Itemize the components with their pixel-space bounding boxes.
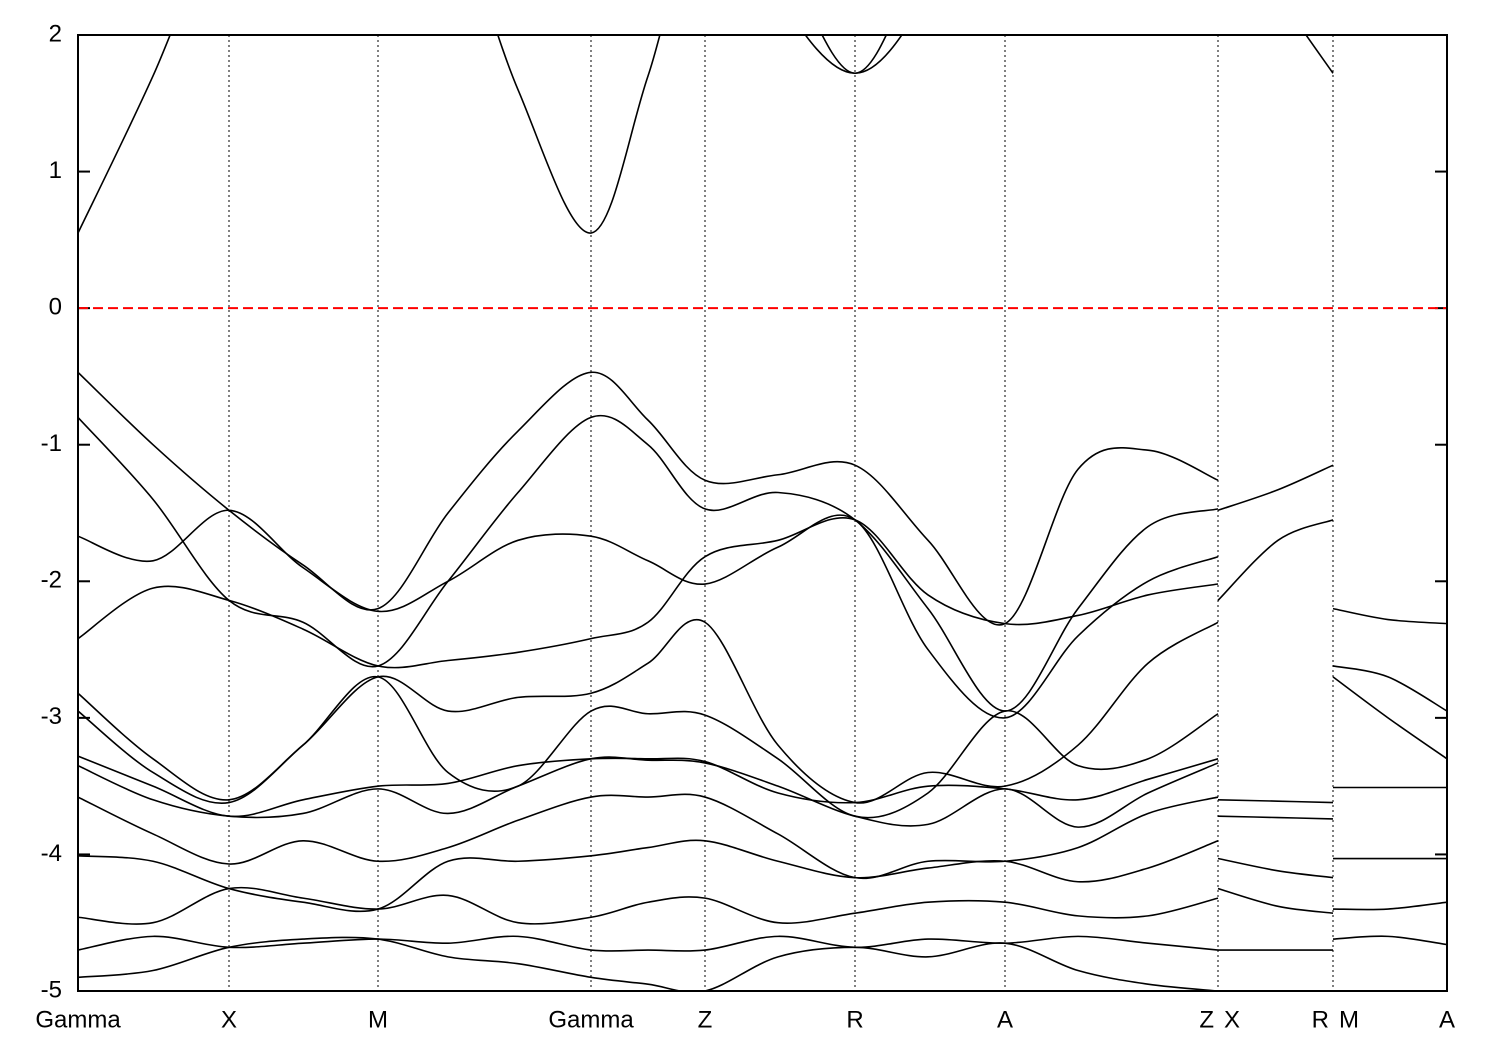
x-tick-label: R: [846, 1006, 863, 1033]
x-tick-label: Z: [1199, 1006, 1214, 1033]
plot-frame: [77, 34, 1448, 992]
band-line: [78, 793, 1219, 880]
bands: [78, 35, 1447, 991]
band-line: [78, 414, 1447, 712]
x-tick-label: X: [221, 1006, 237, 1033]
band-line: [804, 35, 903, 75]
x-tick-label: R: [1312, 1006, 1329, 1033]
band-line: [78, 35, 1334, 234]
band-line: [78, 936, 1219, 991]
x-tick-label: Z: [698, 1006, 713, 1033]
band-line: [78, 755, 1447, 951]
x-tick-label: A: [1439, 1006, 1455, 1033]
x-tick-label: Gamma: [548, 1006, 634, 1033]
band-line: [78, 756, 1219, 828]
y-tick-label: -5: [41, 976, 62, 1003]
x-tick-label: A: [997, 1006, 1013, 1033]
x-tick-label: Gamma: [35, 1006, 121, 1033]
y-tick-label: -4: [41, 840, 62, 867]
band-line: [78, 935, 1219, 952]
y-tick-label: 1: [49, 157, 62, 184]
y-tick-label: -1: [41, 430, 62, 457]
band-line: [78, 676, 1447, 914]
y-tick-label: 0: [49, 293, 62, 320]
y-tick-label: 2: [49, 20, 62, 47]
grid: [77, 34, 1448, 992]
x-tick-label: M: [368, 1006, 388, 1033]
band-line: [78, 371, 1447, 626]
band-line: [78, 509, 1447, 804]
x-tick-label: X: [1224, 1006, 1240, 1033]
y-tick-label: -2: [41, 567, 62, 594]
y-tick-label: -3: [41, 703, 62, 730]
band-line: [78, 517, 1447, 820]
band-line: [78, 886, 1219, 925]
band-line: [78, 839, 1219, 913]
x-tick-label: M: [1339, 1006, 1359, 1033]
